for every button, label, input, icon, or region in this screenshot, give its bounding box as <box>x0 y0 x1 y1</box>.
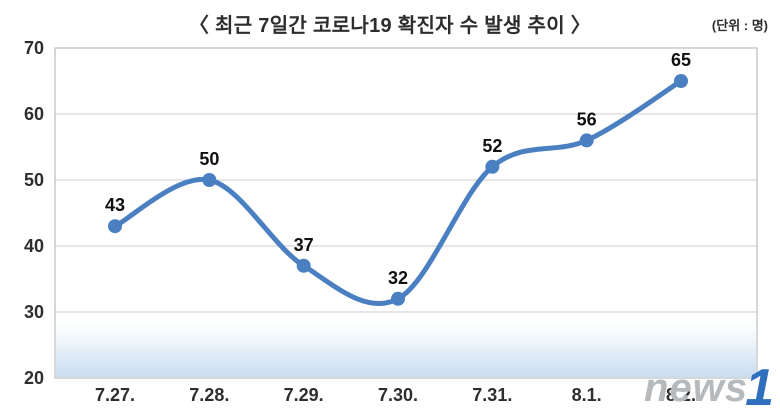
y-axis-tick-label: 30 <box>24 302 44 322</box>
data-point-label: 52 <box>482 136 502 156</box>
gradient-band <box>56 312 756 377</box>
watermark-one-text: 1 <box>745 359 774 417</box>
y-axis-tick-label: 60 <box>24 104 44 124</box>
y-axis-tick-label: 50 <box>24 170 44 190</box>
data-point-label: 32 <box>388 268 408 288</box>
data-point-marker <box>579 133 594 148</box>
unit-label: (단위 : 명) <box>711 18 768 33</box>
watermark-news-text: news <box>644 366 749 410</box>
data-point-marker <box>108 219 122 234</box>
x-axis-tick-label: 7.31. <box>472 385 512 405</box>
data-point-label: 37 <box>294 235 314 255</box>
data-point-label: 56 <box>577 109 597 129</box>
x-axis-tick-label: 7.30. <box>378 385 418 405</box>
data-point-marker <box>202 173 217 187</box>
data-point-marker <box>485 159 500 174</box>
x-axis-tick-label: 8.1. <box>572 385 602 405</box>
data-point-label: 43 <box>105 195 125 215</box>
x-axis-tick-label: 7.29. <box>284 385 324 405</box>
news1-watermark: news1 <box>644 362 774 414</box>
y-axis-tick-label: 70 <box>24 38 44 58</box>
x-axis-tick-label: 8.2. <box>666 385 696 405</box>
y-axis-tick-label: 40 <box>24 236 44 256</box>
plot-border <box>54 47 758 379</box>
x-axis-tick-label: 7.27. <box>95 385 135 405</box>
x-axis-tick-label: 7.28. <box>189 385 229 405</box>
data-point-marker <box>296 258 311 273</box>
chart-title: 〈 최근 7일간 코로나19 확진자 수 발생 추이 〉 <box>188 15 592 37</box>
data-point-label: 65 <box>671 50 691 70</box>
data-point-marker <box>674 74 688 88</box>
data-point-label: 50 <box>199 149 219 169</box>
y-axis-tick-label: 20 <box>24 368 44 388</box>
data-point-marker <box>391 291 405 306</box>
